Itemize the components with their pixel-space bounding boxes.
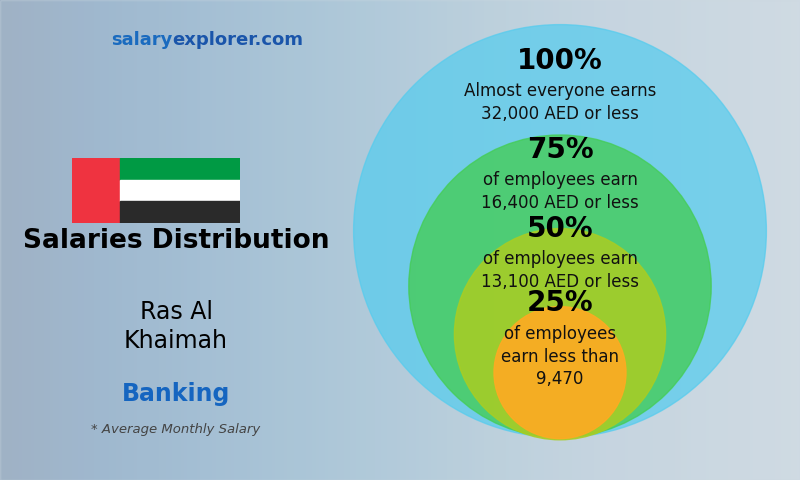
Text: Banking: Banking bbox=[122, 382, 230, 406]
Bar bbox=[120, 180, 240, 202]
Circle shape bbox=[454, 228, 666, 440]
Bar bbox=[72, 158, 120, 223]
Text: Almost everyone earns
32,000 AED or less: Almost everyone earns 32,000 AED or less bbox=[464, 82, 656, 123]
Text: 75%: 75% bbox=[526, 136, 594, 164]
Circle shape bbox=[354, 24, 766, 437]
Bar bbox=[120, 202, 240, 223]
Circle shape bbox=[494, 307, 626, 439]
Text: Ras Al
Khaimah: Ras Al Khaimah bbox=[124, 300, 228, 353]
Text: 100%: 100% bbox=[517, 47, 603, 75]
Text: explorer.com: explorer.com bbox=[172, 31, 303, 49]
Text: 50%: 50% bbox=[526, 215, 594, 243]
Text: 25%: 25% bbox=[526, 289, 594, 317]
Text: of employees earn
13,100 AED or less: of employees earn 13,100 AED or less bbox=[481, 250, 639, 291]
Text: * Average Monthly Salary: * Average Monthly Salary bbox=[91, 423, 261, 436]
Circle shape bbox=[409, 135, 711, 437]
Text: of employees
earn less than
9,470: of employees earn less than 9,470 bbox=[501, 324, 619, 388]
Bar bbox=[120, 158, 240, 180]
Text: Salaries Distribution: Salaries Distribution bbox=[22, 228, 330, 254]
Text: of employees earn
16,400 AED or less: of employees earn 16,400 AED or less bbox=[481, 171, 639, 212]
Text: salary: salary bbox=[110, 31, 172, 49]
